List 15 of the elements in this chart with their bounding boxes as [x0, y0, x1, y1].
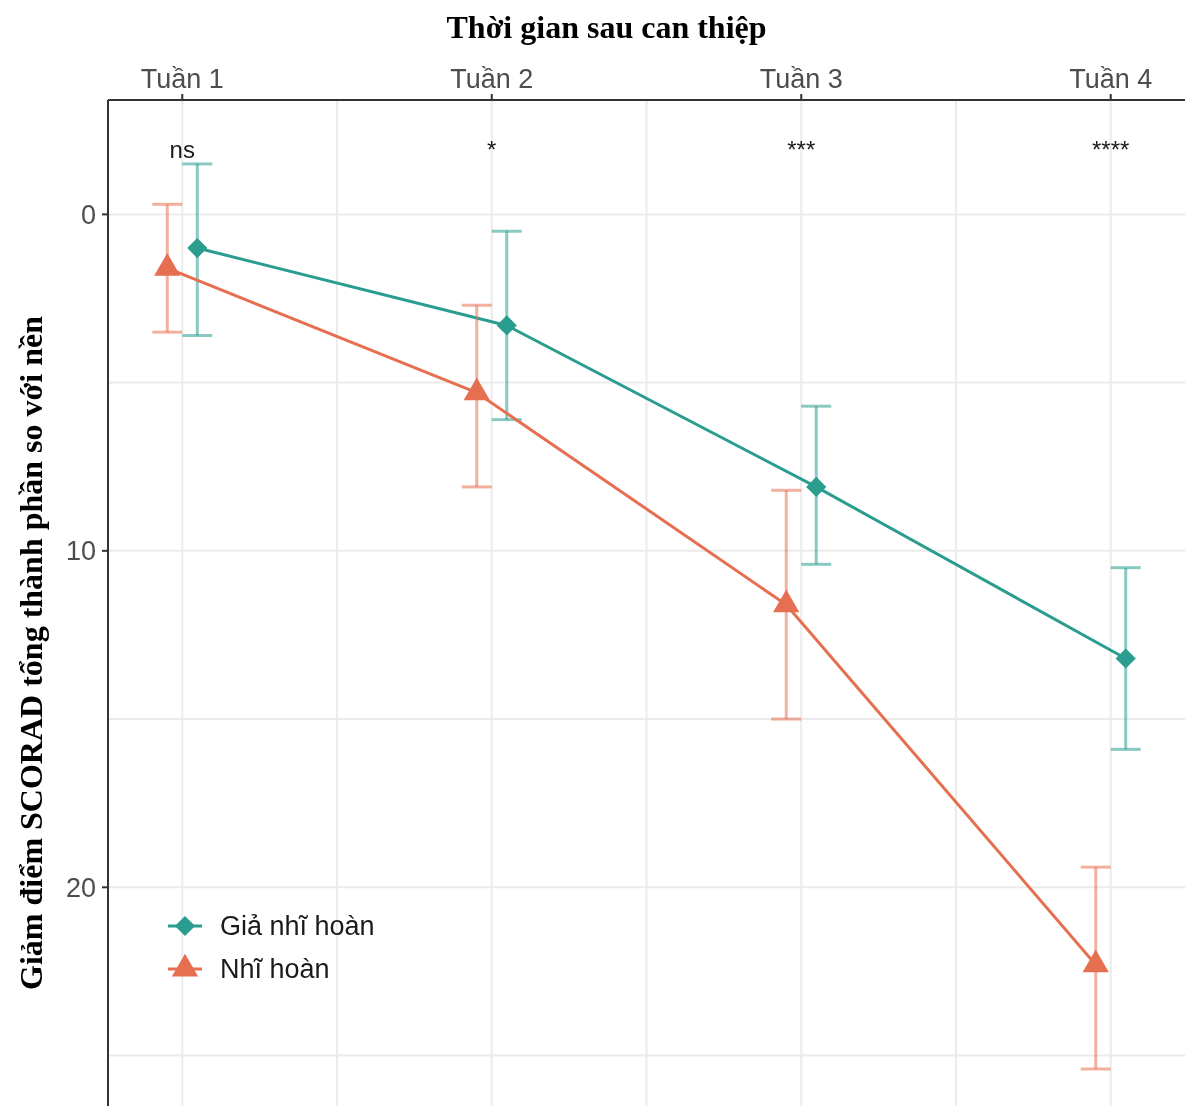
x-tick-label: Tuần 1	[140, 64, 224, 94]
y-tick-label: 20	[65, 872, 96, 903]
x-tick-label: Tuần 3	[759, 64, 843, 94]
annotation: ns	[169, 136, 195, 164]
legend-label: Nhĩ hoàn	[220, 954, 330, 985]
annotation: *	[487, 136, 497, 164]
y-axis-title: Giảm điểm SCORAD tổng thành phần so với nền	[13, 315, 49, 990]
annotation: ****	[1092, 136, 1130, 164]
y-tick-label: 10	[65, 536, 96, 567]
legend-label: Giả nhĩ hoàn	[220, 911, 375, 942]
x-axis-title: Thời gian sau can thiệp	[446, 9, 767, 45]
x-tick-label: Tuần 2	[450, 64, 534, 94]
annotation: ***	[787, 136, 816, 164]
y-tick-label: 0	[80, 199, 96, 230]
x-tick-label: Tuần 4	[1069, 64, 1153, 94]
